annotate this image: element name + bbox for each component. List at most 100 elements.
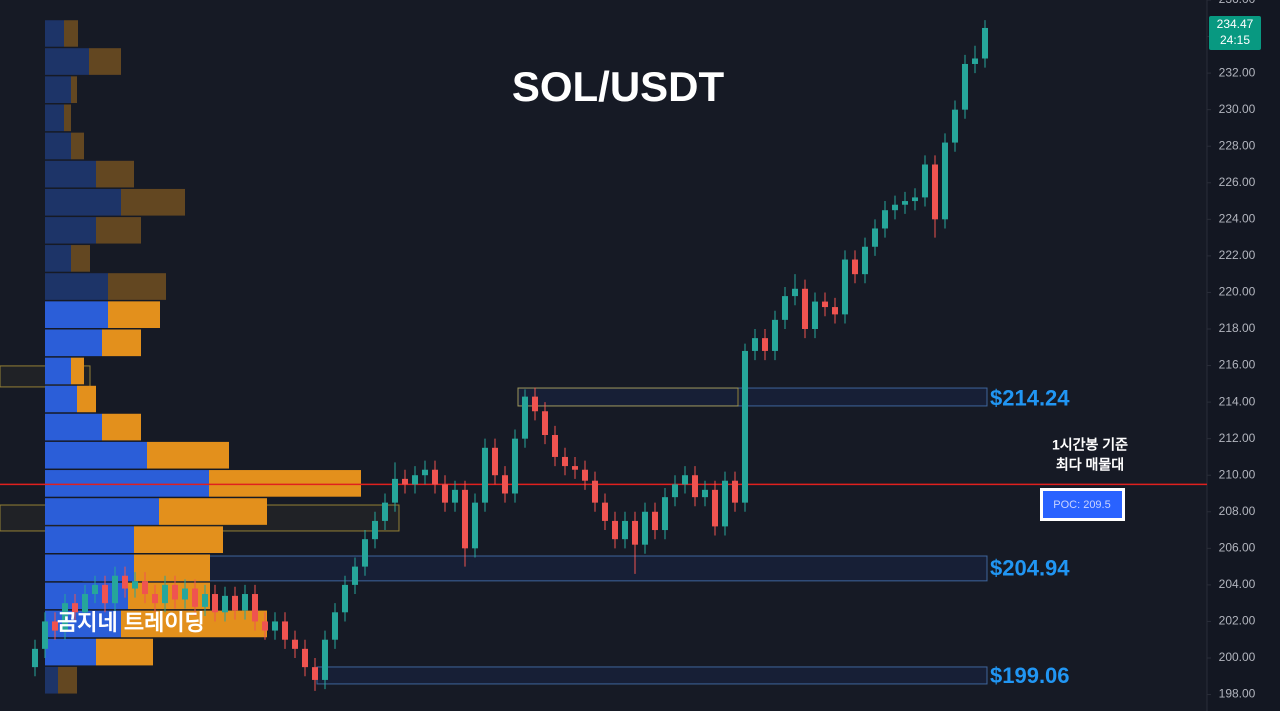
- candle-body: [762, 338, 768, 351]
- y-tick-label: 210.00: [1219, 467, 1256, 481]
- profile-buy: [45, 132, 71, 160]
- profile-sell: [64, 104, 71, 132]
- candle-body: [592, 480, 598, 503]
- candle-body: [252, 594, 258, 622]
- profile-sell: [121, 610, 267, 638]
- candle-body: [212, 594, 218, 613]
- candle-body: [412, 475, 418, 485]
- profile-sell: [96, 638, 153, 666]
- candle-body: [542, 411, 548, 436]
- candle-body: [512, 438, 518, 494]
- y-tick-label: 208.00: [1219, 504, 1256, 518]
- candle-body: [182, 588, 188, 600]
- y-tick-label: 198.00: [1219, 687, 1256, 701]
- candle-body: [482, 447, 488, 503]
- profile-sell: [77, 385, 96, 413]
- candle-body: [162, 584, 168, 604]
- profile-buy: [45, 76, 71, 103]
- candle-body: [682, 475, 688, 485]
- profile-buy: [45, 273, 108, 300]
- watermark: 곰지네 트레이딩: [57, 610, 205, 635]
- candle-body: [572, 466, 578, 470]
- candle-body: [912, 197, 918, 202]
- annotation: 1시간봉 기준: [1052, 437, 1128, 453]
- candle-body: [122, 575, 128, 589]
- candle-body: [262, 621, 268, 631]
- y-tick-label: 222.00: [1219, 248, 1256, 262]
- candle-body: [342, 584, 348, 613]
- candle-body: [732, 480, 738, 503]
- profile-sell: [96, 217, 141, 244]
- profile-buy: [45, 329, 102, 357]
- candle-body: [492, 447, 498, 476]
- y-tick-label: 206.00: [1219, 541, 1256, 555]
- profile-sell: [71, 132, 84, 160]
- profile-buy: [45, 160, 96, 188]
- candle-body: [692, 475, 698, 498]
- profile-sell: [134, 526, 223, 553]
- profile-sell: [71, 76, 77, 103]
- candle-body: [312, 667, 318, 680]
- candle-body: [702, 489, 708, 498]
- profile-buy: [45, 48, 89, 75]
- candle-body: [242, 594, 248, 611]
- profile-buy: [45, 217, 96, 244]
- y-tick-label: 214.00: [1219, 394, 1256, 408]
- y-tick-label: 228.00: [1219, 138, 1256, 152]
- profile-sell: [96, 160, 134, 188]
- profile-buy: [45, 526, 134, 553]
- profile-sell: [147, 441, 229, 469]
- candle-body: [742, 350, 748, 503]
- candle-body: [462, 489, 468, 549]
- chart-title: SOL/USDT: [512, 63, 725, 110]
- candle-body: [382, 502, 388, 521]
- profile-sell: [64, 20, 78, 47]
- candle-body: [522, 396, 528, 439]
- level-label: $199.06: [990, 663, 1070, 688]
- candle-body: [272, 621, 278, 631]
- candle-body: [602, 502, 608, 521]
- candle-body: [352, 566, 358, 585]
- profile-sell: [134, 554, 210, 582]
- y-tick-label: 212.00: [1219, 431, 1256, 445]
- candle-body: [842, 259, 848, 315]
- candle-body: [662, 497, 668, 531]
- y-tick-label: 220.00: [1219, 285, 1256, 299]
- y-tick-label: 236.00: [1219, 0, 1256, 6]
- profile-buy: [45, 638, 96, 666]
- candle-body: [952, 109, 958, 143]
- candle-body: [322, 639, 328, 680]
- profile-sell: [71, 245, 90, 272]
- candle-body: [302, 648, 308, 668]
- candle-body: [392, 478, 398, 503]
- candle-body: [642, 511, 648, 545]
- y-tick-label: 226.00: [1219, 175, 1256, 189]
- candle-body: [72, 603, 78, 613]
- candle-body: [822, 301, 828, 308]
- candle-body: [82, 594, 88, 613]
- y-tick-label: 204.00: [1219, 577, 1256, 591]
- candle-body: [712, 489, 718, 527]
- candle-body: [532, 396, 538, 412]
- y-tick-label: 224.00: [1219, 212, 1256, 226]
- candle-body: [402, 478, 408, 485]
- candle-body: [502, 475, 508, 494]
- profile-sell: [102, 413, 141, 441]
- candle-body: [142, 581, 148, 595]
- candle-body: [152, 594, 158, 604]
- candle-body: [802, 288, 808, 329]
- countdown-label: 24:15: [1220, 33, 1250, 47]
- candle-body: [982, 27, 988, 59]
- candle-body: [752, 338, 758, 351]
- profile-buy: [45, 470, 209, 497]
- candle-body: [832, 307, 838, 315]
- profile-buy: [45, 188, 121, 216]
- candle-body: [192, 588, 198, 607]
- candle-body: [442, 484, 448, 503]
- candle-body: [972, 58, 978, 64]
- profile-sell: [108, 273, 166, 300]
- poc-box: [1043, 491, 1122, 518]
